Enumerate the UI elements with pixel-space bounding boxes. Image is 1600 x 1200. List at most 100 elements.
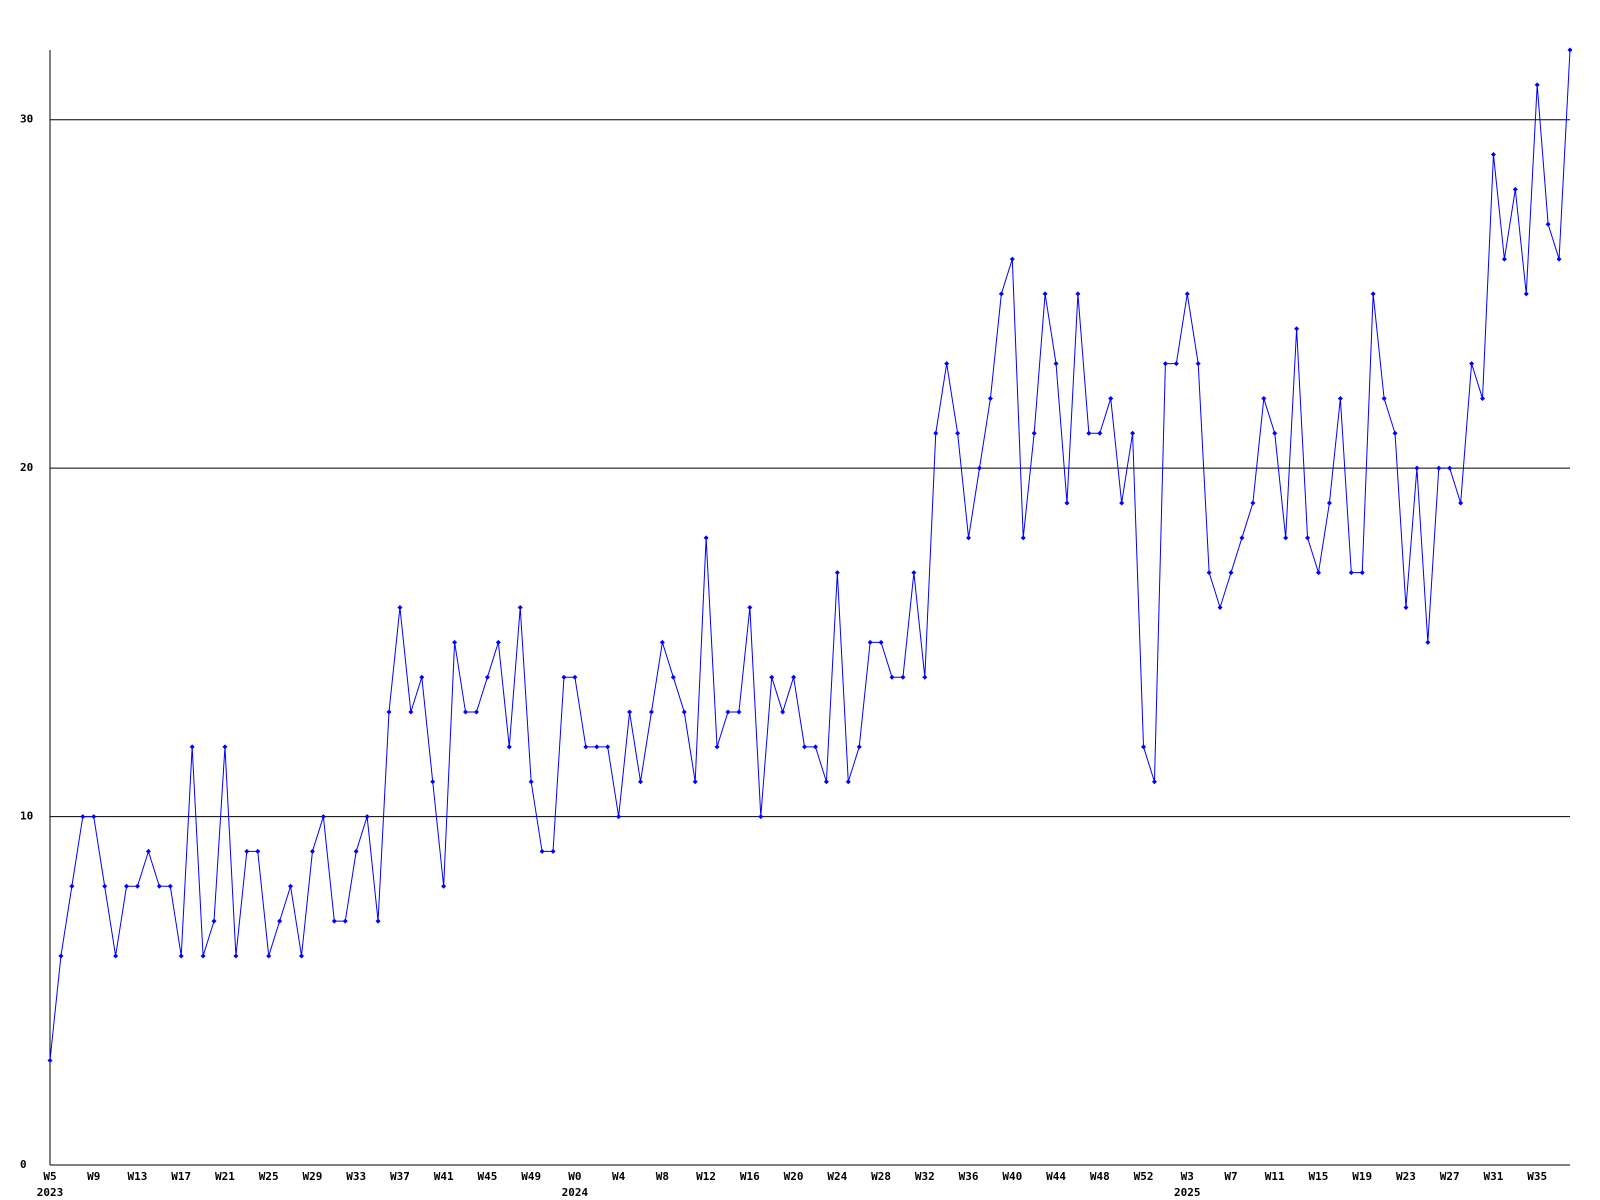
data-point [1031,430,1037,436]
x-tick-label: W52 [1134,1170,1154,1183]
data-point [725,709,731,715]
data-point [495,639,501,645]
data-point [211,918,217,924]
data-point [1119,500,1125,506]
x-tick-label: W29 [303,1170,323,1183]
data-point [1053,361,1059,367]
data-point [1173,361,1179,367]
x-tick-label: W15 [1309,1170,1329,1183]
x-tick-label: W35 [1527,1170,1547,1183]
data-point [1436,465,1442,471]
data-point [922,674,928,680]
data-point [1523,291,1529,297]
data-point [1294,326,1300,332]
x-tick-label: W4 [612,1170,626,1183]
x-tick-label: W19 [1352,1170,1372,1183]
data-point [69,883,75,889]
x-tick-label: W25 [259,1170,279,1183]
data-point [1447,465,1453,471]
data-point [867,639,873,645]
data-point [200,953,206,959]
x-tick-label: W49 [521,1170,541,1183]
data-point [976,465,982,471]
data-line [49,49,1571,1061]
data-point [102,883,108,889]
data-point [834,570,840,576]
data-point [594,744,600,750]
data-point [1305,535,1311,541]
data-point [113,953,119,959]
data-point [911,570,917,576]
data-point [1239,535,1245,541]
data-point [463,709,469,715]
data-point [1414,465,1420,471]
data-point [1359,570,1365,576]
data-point [299,953,305,959]
data-point [222,744,228,750]
data-point [47,1057,53,1063]
x-tick-label: W3 [1181,1170,1194,1183]
data-point [1162,361,1168,367]
data-point [124,883,130,889]
data-point [167,883,173,889]
x-tick-label: W45 [477,1170,497,1183]
data-point [80,814,86,820]
data-point [430,779,436,785]
data-point [1141,744,1147,750]
data-point [1108,395,1114,401]
data-point [955,430,961,436]
x-tick-label: W23 [1396,1170,1416,1183]
data-point [1403,605,1409,610]
x-tick-label: W32 [915,1170,935,1183]
y-tick-label: 10 [20,810,33,823]
data-point [659,639,665,645]
data-point [134,883,140,889]
data-point [189,744,195,750]
data-point [1009,256,1015,262]
x-tick-label: W7 [1224,1170,1237,1183]
data-point [1020,535,1026,541]
data-point [1206,570,1212,576]
data-point [823,779,829,785]
data-point [802,744,808,750]
data-point [900,674,906,680]
data-point [397,605,403,610]
x-tick-label: W44 [1046,1170,1066,1183]
y-tick-label: 30 [20,113,33,126]
data-point [1545,221,1551,227]
data-point [452,639,458,645]
x-tick-label: W12 [696,1170,716,1183]
data-point [1130,430,1136,436]
data-point [441,883,447,889]
data-point [288,883,294,889]
data-point [638,779,644,785]
x-tick-label: W40 [1002,1170,1022,1183]
data-point [1283,535,1289,541]
x-tick-label: W8 [656,1170,669,1183]
data-point [364,814,370,820]
data-point [1228,570,1234,576]
data-point [1392,430,1398,436]
data-point [681,709,687,715]
data-point [933,430,939,436]
data-point [670,674,676,680]
x-group-label: 2023 [37,1186,64,1199]
x-tick-label: W9 [87,1170,100,1183]
data-point [244,848,250,854]
data-point [1556,256,1562,262]
data-point [1315,570,1321,576]
data-point [309,848,315,854]
data-point [1425,639,1431,645]
data-point [58,953,64,959]
data-point [1097,430,1103,436]
data-point [266,953,272,959]
data-point [769,674,775,680]
data-point [277,918,283,924]
data-point [856,744,862,750]
data-point [605,744,611,750]
x-tick-label: W27 [1440,1170,1460,1183]
data-point [353,848,359,854]
data-point [517,605,523,610]
data-point [583,744,589,750]
